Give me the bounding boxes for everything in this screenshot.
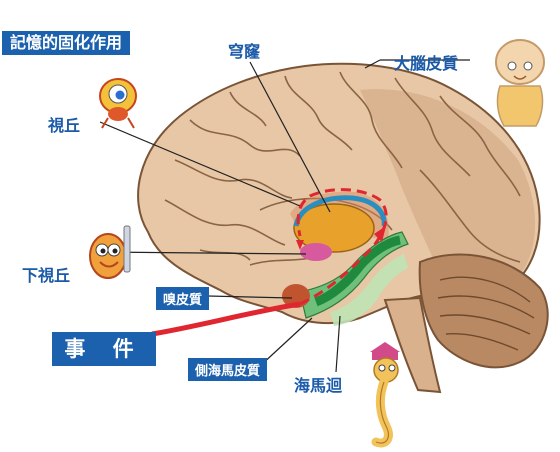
hypothalamus-character-icon bbox=[89, 225, 131, 279]
thalamus-character-icon bbox=[99, 78, 137, 129]
brainstem-shape bbox=[383, 296, 442, 394]
loop-arrowhead-top bbox=[374, 226, 386, 242]
fornix-arc bbox=[293, 195, 387, 227]
label-fornix: 穹窿 bbox=[228, 42, 261, 61]
label-hypothalamus: 下視丘 bbox=[22, 266, 71, 285]
leader-lines bbox=[99, 59, 470, 373]
consolidation-loop bbox=[296, 188, 388, 306]
seahorse-character-icon bbox=[370, 342, 400, 448]
cerebellum-shape bbox=[418, 253, 549, 369]
cortex-character-icon bbox=[495, 39, 545, 127]
hypothalamus-shape bbox=[300, 243, 332, 261]
hippocampus-core bbox=[314, 235, 402, 307]
event-box: 事 件 bbox=[52, 332, 156, 366]
label-hippocampus: 海馬迴 bbox=[294, 376, 343, 395]
loop-arrowhead-left bbox=[296, 240, 304, 250]
occipital-region bbox=[360, 89, 536, 290]
parahippocampal-shape bbox=[330, 254, 408, 326]
label-olfactory-cortex: 嗅皮質 bbox=[156, 287, 210, 310]
event-signal-arrow bbox=[151, 301, 301, 337]
thalamus-shape bbox=[293, 203, 375, 253]
diagram-title: 記憶的固化作用 bbox=[2, 31, 131, 55]
label-parahippocampal-cortex: 側海馬皮質 bbox=[188, 358, 268, 381]
cerebellum-folia bbox=[437, 276, 535, 351]
label-thalamus: 視丘 bbox=[48, 116, 81, 135]
label-cerebral-cortex: 大腦皮質 bbox=[394, 54, 459, 73]
